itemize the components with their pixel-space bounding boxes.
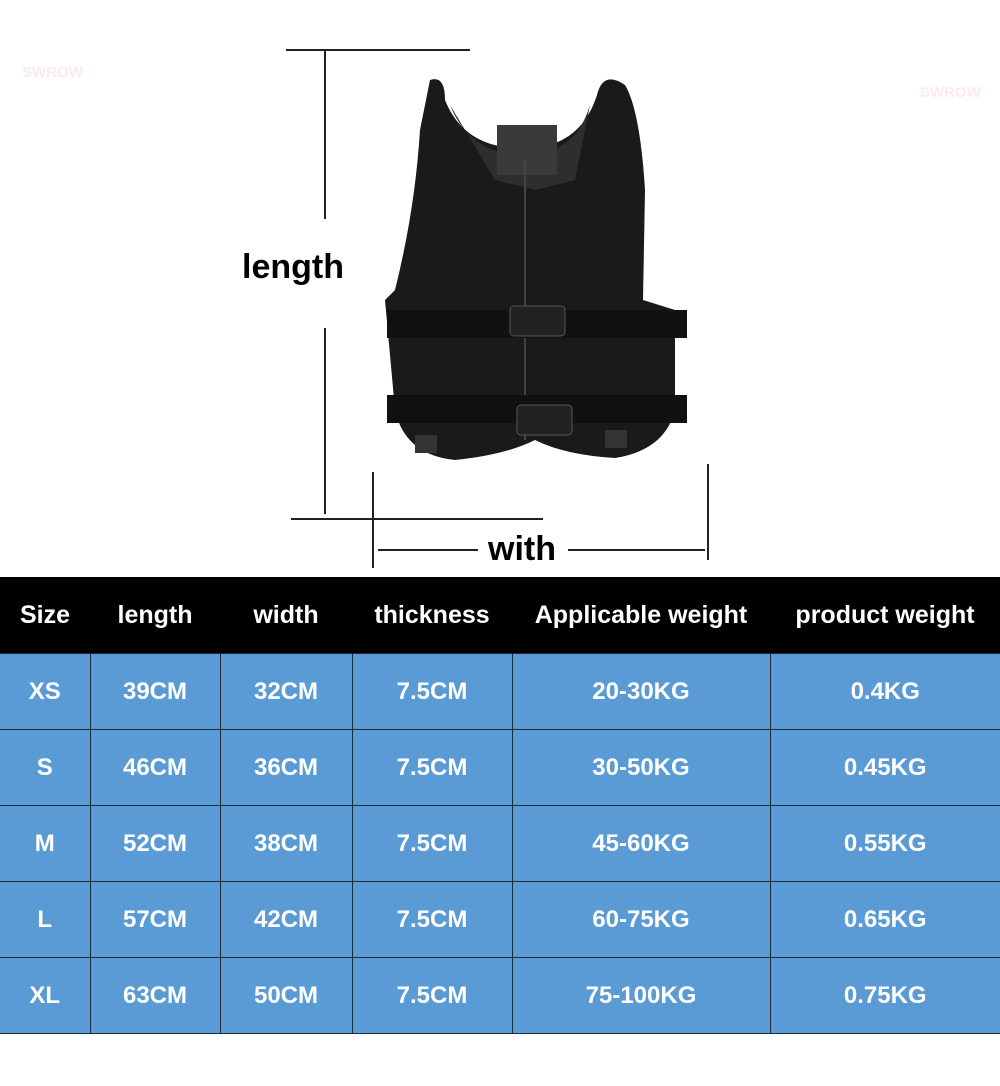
watermark: SWROW (22, 64, 83, 81)
cell-product-weight: 0.4KG (769, 653, 1000, 730)
header-length: length (90, 577, 220, 654)
cell-width: 32CM (219, 653, 353, 730)
cell-thickness: 7.5CM (351, 729, 513, 806)
cell-thickness: 7.5CM (351, 881, 513, 958)
length-top-line (286, 49, 470, 51)
width-arrow-left (378, 549, 478, 551)
width-label: with (488, 530, 556, 568)
cell-width: 36CM (219, 729, 353, 806)
cell-length: 46CM (89, 729, 221, 806)
header-width: width (220, 577, 352, 654)
table-row: XS 39CM 32CM 7.5CM 20-30KG 0.4KG (0, 653, 1000, 730)
header-applicable-weight: Applicable weight (512, 577, 770, 654)
cell-size: XS (0, 653, 91, 730)
cell-width: 42CM (219, 881, 353, 958)
cell-width: 38CM (219, 805, 353, 882)
cell-size: S (0, 729, 91, 806)
cell-size: L (0, 881, 91, 958)
table-header-row: Size length width thickness Applicable w… (0, 577, 1000, 654)
width-arrow-right (568, 549, 705, 551)
header-size: Size (0, 577, 90, 654)
life-vest-image (385, 79, 687, 461)
cell-thickness: 7.5CM (351, 653, 513, 730)
table-row: L 57CM 42CM 7.5CM 60-75KG 0.65KG (0, 881, 1000, 958)
table-row: S 46CM 36CM 7.5CM 30-50KG 0.45KG (0, 729, 1000, 806)
size-table: Size length width thickness Applicable w… (0, 577, 1000, 1034)
cell-length: 39CM (89, 653, 221, 730)
cell-thickness: 7.5CM (351, 957, 513, 1034)
length-label: length (242, 248, 344, 286)
header-product-weight: product weight (770, 577, 1000, 654)
length-vertical-line-lower (324, 328, 326, 514)
length-bottom-line (291, 518, 543, 520)
header-thickness: thickness (352, 577, 512, 654)
cell-length: 63CM (89, 957, 221, 1034)
cell-length: 52CM (89, 805, 221, 882)
width-right-line (707, 464, 709, 560)
cell-size: M (0, 805, 91, 882)
watermark: SWROW (920, 84, 981, 101)
cell-width: 50CM (219, 957, 353, 1034)
cell-size: XL (0, 957, 91, 1034)
table-row: M 52CM 38CM 7.5CM 45-60KG 0.55KG (0, 805, 1000, 882)
cell-applicable-weight: 60-75KG (511, 881, 771, 958)
cell-thickness: 7.5CM (351, 805, 513, 882)
cell-length: 57CM (89, 881, 221, 958)
cell-product-weight: 0.65KG (769, 881, 1000, 958)
cell-product-weight: 0.75KG (769, 957, 1000, 1034)
table-row: XL 63CM 50CM 7.5CM 75-100KG 0.75KG (0, 957, 1000, 1034)
cell-applicable-weight: 75-100KG (511, 957, 771, 1034)
cell-applicable-weight: 20-30KG (511, 653, 771, 730)
width-left-line (372, 472, 374, 568)
cell-product-weight: 0.45KG (769, 729, 1000, 806)
cell-applicable-weight: 45-60KG (511, 805, 771, 882)
cell-product-weight: 0.55KG (769, 805, 1000, 882)
cell-applicable-weight: 30-50KG (511, 729, 771, 806)
length-vertical-line-upper (324, 49, 326, 219)
